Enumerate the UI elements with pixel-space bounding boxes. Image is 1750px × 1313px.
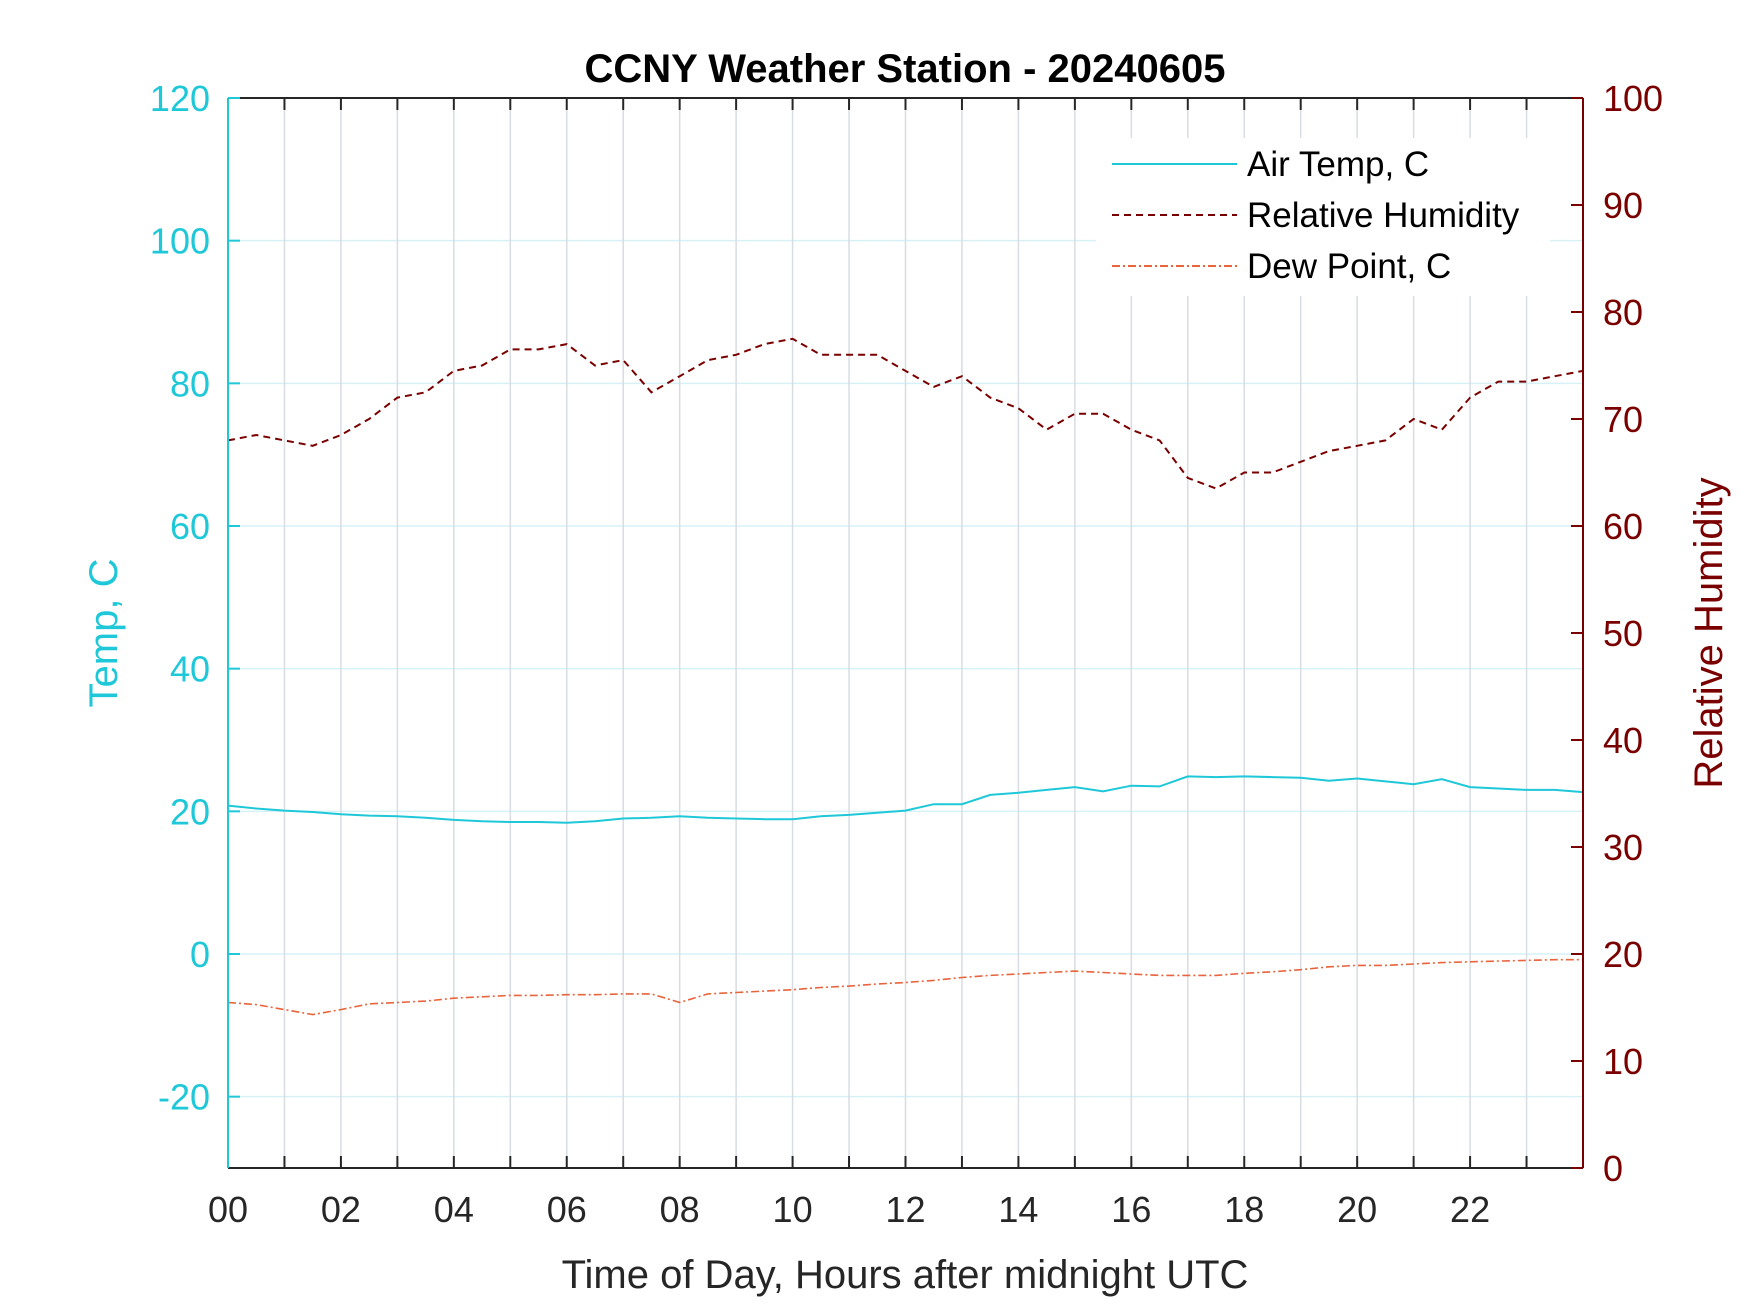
left-y-tick-label: 0 — [190, 934, 210, 975]
left-y-axis-label: Temp, C — [82, 559, 126, 708]
axes — [227, 97, 1584, 1169]
chart-title: CCNY Weather Station - 20240605 — [585, 47, 1226, 91]
legend: Air Temp, C Relative Humidity Dew Point, C — [1096, 138, 1550, 296]
x-axis-label: Time of Day, Hours after midnight UTC — [562, 1253, 1249, 1297]
x-tick-label: 20 — [1337, 1189, 1377, 1230]
right-y-tick-label: 20 — [1603, 934, 1643, 975]
x-tick-label: 10 — [773, 1189, 813, 1230]
legend-label-3: Dew Point, C — [1247, 247, 1451, 286]
right-y-tick-label: 80 — [1603, 292, 1643, 333]
series-layer — [227, 337, 1584, 1016]
x-tick-label: 00 — [208, 1189, 248, 1230]
x-tick-label: 16 — [1111, 1189, 1151, 1230]
left-y-tick-label: 100 — [150, 221, 210, 262]
series-line-3 — [227, 958, 1583, 1016]
right-y-tick-label: 30 — [1603, 827, 1643, 868]
left-y-tick-label: 40 — [170, 649, 210, 690]
tick-labels: 00 02 04 06 08 10 12 14 16 18 20 22-200204060801001… — [150, 78, 1663, 1230]
series-line-2 — [227, 337, 1584, 490]
x-tick-label: 06 — [547, 1189, 587, 1230]
left-y-tick-label: -20 — [158, 1077, 210, 1118]
x-tick-label: 18 — [1224, 1189, 1264, 1230]
left-y-tick-label: 60 — [170, 506, 210, 547]
right-y-tick-label: 40 — [1603, 720, 1643, 761]
right-y-axis-label: Relative Humidity — [1687, 477, 1731, 788]
series-line-1 — [227, 775, 1584, 824]
right-y-tick-label: 10 — [1603, 1041, 1643, 1082]
left-y-tick-label: 80 — [170, 363, 210, 404]
left-y-tick-label: 120 — [150, 78, 210, 119]
x-tick-label: 04 — [434, 1189, 474, 1230]
right-y-tick-label: 70 — [1603, 399, 1643, 440]
legend-label-2: Relative Humidity — [1247, 196, 1520, 235]
left-y-tick-label: 20 — [170, 791, 210, 832]
right-y-tick-label: 90 — [1603, 185, 1643, 226]
right-y-tick-label: 100 — [1603, 78, 1663, 119]
right-y-tick-label: 50 — [1603, 613, 1643, 654]
right-y-tick-label: 0 — [1603, 1148, 1623, 1189]
x-tick-label: 14 — [998, 1189, 1038, 1230]
x-tick-label: 12 — [885, 1189, 925, 1230]
x-tick-label: 22 — [1450, 1189, 1490, 1230]
legend-label-1: Air Temp, C — [1247, 145, 1429, 184]
right-y-tick-label: 60 — [1603, 506, 1643, 547]
x-tick-label: 08 — [660, 1189, 700, 1230]
x-tick-label: 02 — [321, 1189, 361, 1230]
